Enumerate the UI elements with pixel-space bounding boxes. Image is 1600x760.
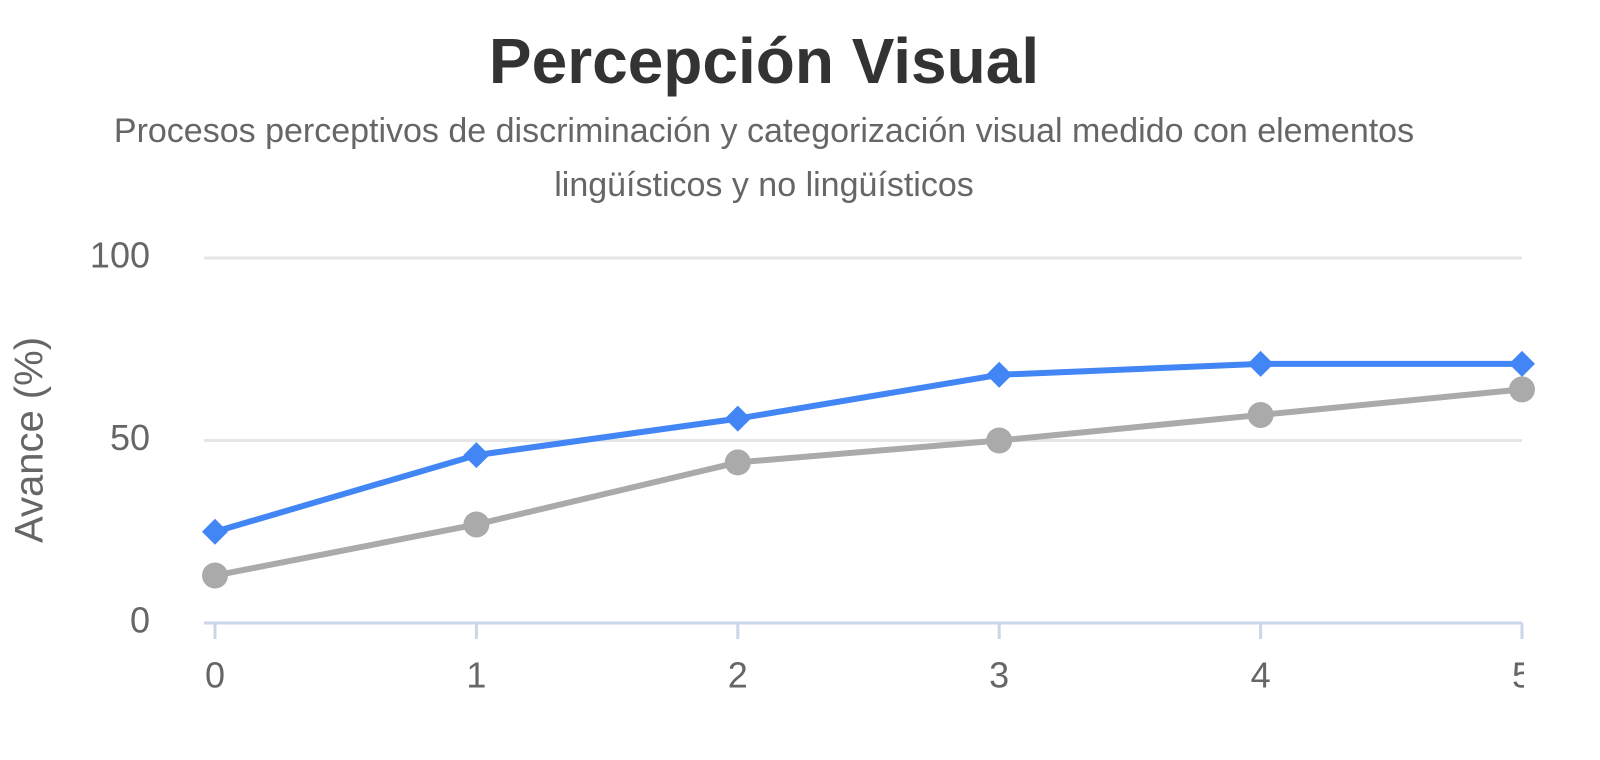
series-line [214, 386, 1523, 579]
point-marker [1509, 350, 1535, 377]
point-marker [463, 442, 490, 469]
point-marker [202, 518, 228, 545]
point-marker [724, 405, 751, 432]
point-marker [986, 361, 1013, 388]
point-marker [202, 562, 228, 589]
x-tick-label: 5 [1512, 655, 1532, 696]
point-marker [463, 511, 490, 538]
point-marker [1247, 401, 1274, 428]
chart-subtitle: lingüísticos y no lingüísticos [554, 166, 974, 204]
x-tick-label: 1 [466, 655, 486, 696]
y-tick-label: 50 [110, 417, 150, 458]
y-tick-label: 0 [130, 600, 150, 641]
series-line [214, 360, 1522, 535]
x-tick-label: 3 [989, 655, 1009, 696]
point-marker [986, 427, 1013, 454]
x-axis: 0 1 2 3 4 5 [205, 623, 1532, 696]
y-axis-title: Avance (%) [8, 337, 52, 543]
point-marker [724, 449, 751, 476]
point-marker [1247, 350, 1274, 377]
x-tick-label: 2 [728, 655, 748, 696]
chart-subtitle: Procesos perceptivos de discriminación y… [114, 112, 1414, 150]
x-tick-label: 4 [1251, 655, 1271, 696]
x-tick-label: 0 [205, 655, 225, 696]
y-tick-label: 100 [90, 235, 150, 276]
point-marker [1509, 376, 1535, 403]
chart-title: Percepción Visual [489, 25, 1039, 97]
